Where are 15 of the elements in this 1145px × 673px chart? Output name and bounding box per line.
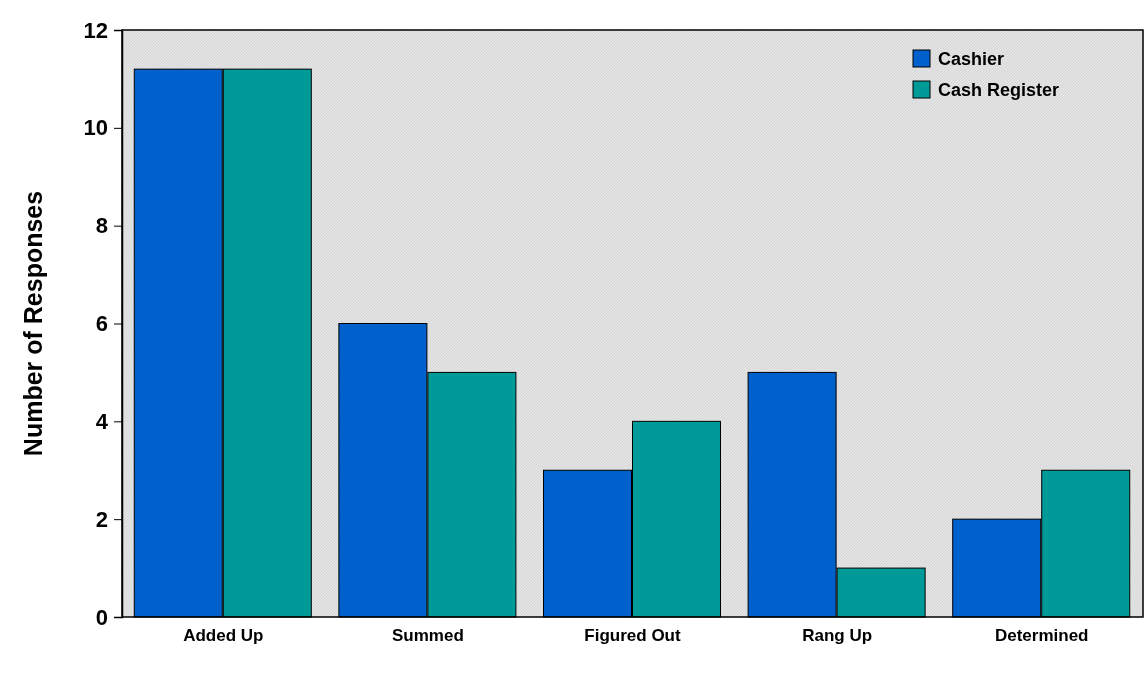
y-tick-label: 8 [95, 213, 108, 239]
x-tick-label: Summed [391, 626, 464, 646]
y-tick-label: 10 [83, 115, 108, 141]
y-tick-label: 0 [95, 604, 108, 630]
x-tick-label: Rang Up [802, 626, 873, 646]
x-tick-label: Determined [994, 626, 1089, 646]
y-tick-label: 12 [83, 17, 108, 43]
x-tick-label: Added Up [183, 626, 264, 646]
legend-label: Cash Register [938, 80, 1060, 100]
x-tick-label: Figured Out [584, 626, 681, 646]
legend-label: Cashier [938, 49, 1005, 69]
y-tick-label: 2 [95, 506, 108, 532]
y-axis-title: Number of Responses [19, 190, 47, 457]
y-tick-label: 4 [95, 408, 109, 434]
y-tick-label: 6 [95, 311, 108, 337]
